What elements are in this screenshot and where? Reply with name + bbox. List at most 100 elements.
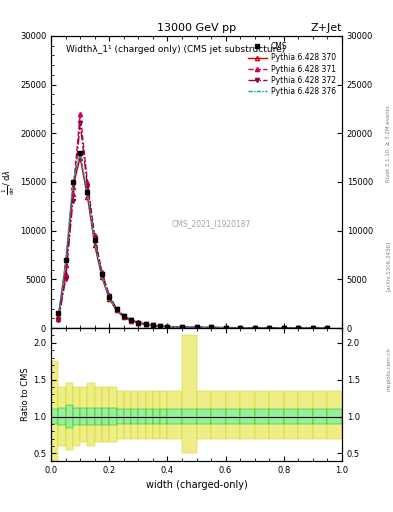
CMS: [238, 325, 242, 331]
Pythia 6.428 372: [238, 325, 242, 331]
Line: CMS: CMS: [56, 151, 329, 330]
Pythia 6.428 371: [238, 325, 242, 331]
CMS: [92, 237, 97, 243]
Pythia 6.428 376: [107, 295, 112, 301]
Pythia 6.428 370: [252, 325, 257, 331]
Bar: [80, 387, 88, 442]
Pythia 6.428 371: [63, 271, 68, 278]
Legend: CMS, Pythia 6.428 370, Pythia 6.428 371, Pythia 6.428 372, Pythia 6.428 376: CMS, Pythia 6.428 370, Pythia 6.428 371,…: [246, 39, 338, 98]
Pythia 6.428 372: [151, 322, 155, 328]
Pythia 6.428 370: [267, 325, 272, 331]
Pythia 6.428 376: [121, 314, 126, 320]
Bar: [160, 409, 167, 424]
CMS: [100, 271, 105, 278]
Bar: [109, 387, 117, 442]
Pythia 6.428 376: [267, 325, 272, 331]
CMS: [180, 324, 184, 330]
Pythia 6.428 372: [63, 276, 68, 283]
Bar: [226, 409, 240, 424]
Pythia 6.428 370: [56, 313, 61, 319]
Pythia 6.428 371: [129, 316, 134, 323]
Pythia 6.428 371: [310, 325, 315, 331]
Pythia 6.428 376: [100, 273, 105, 280]
CMS: [114, 306, 119, 312]
Pythia 6.428 370: [78, 155, 83, 161]
Pythia 6.428 372: [121, 313, 126, 319]
Pythia 6.428 376: [63, 259, 68, 265]
Pythia 6.428 376: [114, 307, 119, 313]
Pythia 6.428 370: [180, 324, 184, 330]
Pythia 6.428 376: [85, 190, 90, 197]
CMS: [107, 294, 112, 300]
Text: 13000 GeV pp: 13000 GeV pp: [157, 23, 236, 33]
Pythia 6.428 372: [56, 317, 61, 323]
Pythia 6.428 372: [281, 325, 286, 331]
Bar: [109, 408, 117, 425]
Pythia 6.428 376: [180, 324, 184, 330]
Pythia 6.428 372: [92, 236, 97, 242]
Bar: [327, 391, 342, 439]
Pythia 6.428 372: [223, 325, 228, 331]
Text: Z+Jet: Z+Jet: [310, 23, 342, 33]
Bar: [255, 391, 269, 439]
Y-axis label: $\frac{1}{\mathrm{d}\sigma}\,/\,\mathrm{d}\lambda$: $\frac{1}{\mathrm{d}\sigma}\,/\,\mathrm{…: [1, 169, 17, 195]
Pythia 6.428 370: [129, 317, 134, 324]
Pythia 6.428 376: [136, 320, 141, 326]
Bar: [66, 383, 73, 450]
Pythia 6.428 372: [107, 293, 112, 299]
Pythia 6.428 372: [136, 319, 141, 326]
Pythia 6.428 370: [296, 325, 301, 331]
Bar: [117, 391, 124, 439]
Line: Pythia 6.428 370: Pythia 6.428 370: [56, 156, 329, 330]
Bar: [269, 391, 284, 439]
Pythia 6.428 376: [252, 325, 257, 331]
Line: Pythia 6.428 371: Pythia 6.428 371: [56, 112, 329, 330]
Pythia 6.428 376: [209, 325, 213, 331]
Pythia 6.428 376: [56, 312, 61, 318]
Bar: [80, 408, 88, 425]
Bar: [284, 391, 298, 439]
CMS: [121, 313, 126, 319]
Bar: [153, 391, 160, 439]
Text: [arXiv:1306.3436]: [arXiv:1306.3436]: [386, 241, 391, 291]
CMS: [223, 325, 228, 331]
Bar: [138, 409, 146, 424]
Pythia 6.428 376: [325, 325, 330, 331]
Bar: [138, 391, 146, 439]
CMS: [85, 188, 90, 195]
CMS: [71, 179, 75, 185]
Bar: [88, 408, 95, 425]
Text: Widthλ_1¹ (charged only) (CMS jet substructure): Widthλ_1¹ (charged only) (CMS jet substr…: [66, 45, 285, 54]
Bar: [255, 409, 269, 424]
X-axis label: width (charged-only): width (charged-only): [146, 480, 247, 490]
Bar: [66, 406, 73, 428]
Pythia 6.428 376: [129, 317, 134, 324]
Bar: [167, 409, 182, 424]
Y-axis label: Ratio to CMS: Ratio to CMS: [21, 368, 30, 421]
Pythia 6.428 372: [71, 198, 75, 204]
Bar: [95, 408, 102, 425]
Bar: [88, 383, 95, 446]
Pythia 6.428 370: [209, 325, 213, 331]
Pythia 6.428 376: [310, 325, 315, 331]
Pythia 6.428 371: [180, 324, 184, 330]
Bar: [153, 409, 160, 424]
Bar: [182, 335, 196, 454]
Pythia 6.428 370: [136, 320, 141, 326]
Pythia 6.428 370: [121, 314, 126, 321]
Pythia 6.428 371: [296, 325, 301, 331]
Pythia 6.428 371: [143, 321, 148, 327]
CMS: [136, 319, 141, 326]
Pythia 6.428 372: [143, 321, 148, 327]
Pythia 6.428 371: [158, 323, 163, 329]
Bar: [59, 408, 66, 425]
Pythia 6.428 371: [121, 313, 126, 319]
Pythia 6.428 376: [194, 324, 199, 330]
Pythia 6.428 370: [281, 325, 286, 331]
Pythia 6.428 371: [92, 232, 97, 239]
Line: Pythia 6.428 376: Pythia 6.428 376: [59, 153, 327, 328]
CMS: [281, 325, 286, 331]
Pythia 6.428 372: [310, 325, 315, 331]
Pythia 6.428 370: [143, 322, 148, 328]
Pythia 6.428 376: [158, 323, 163, 329]
